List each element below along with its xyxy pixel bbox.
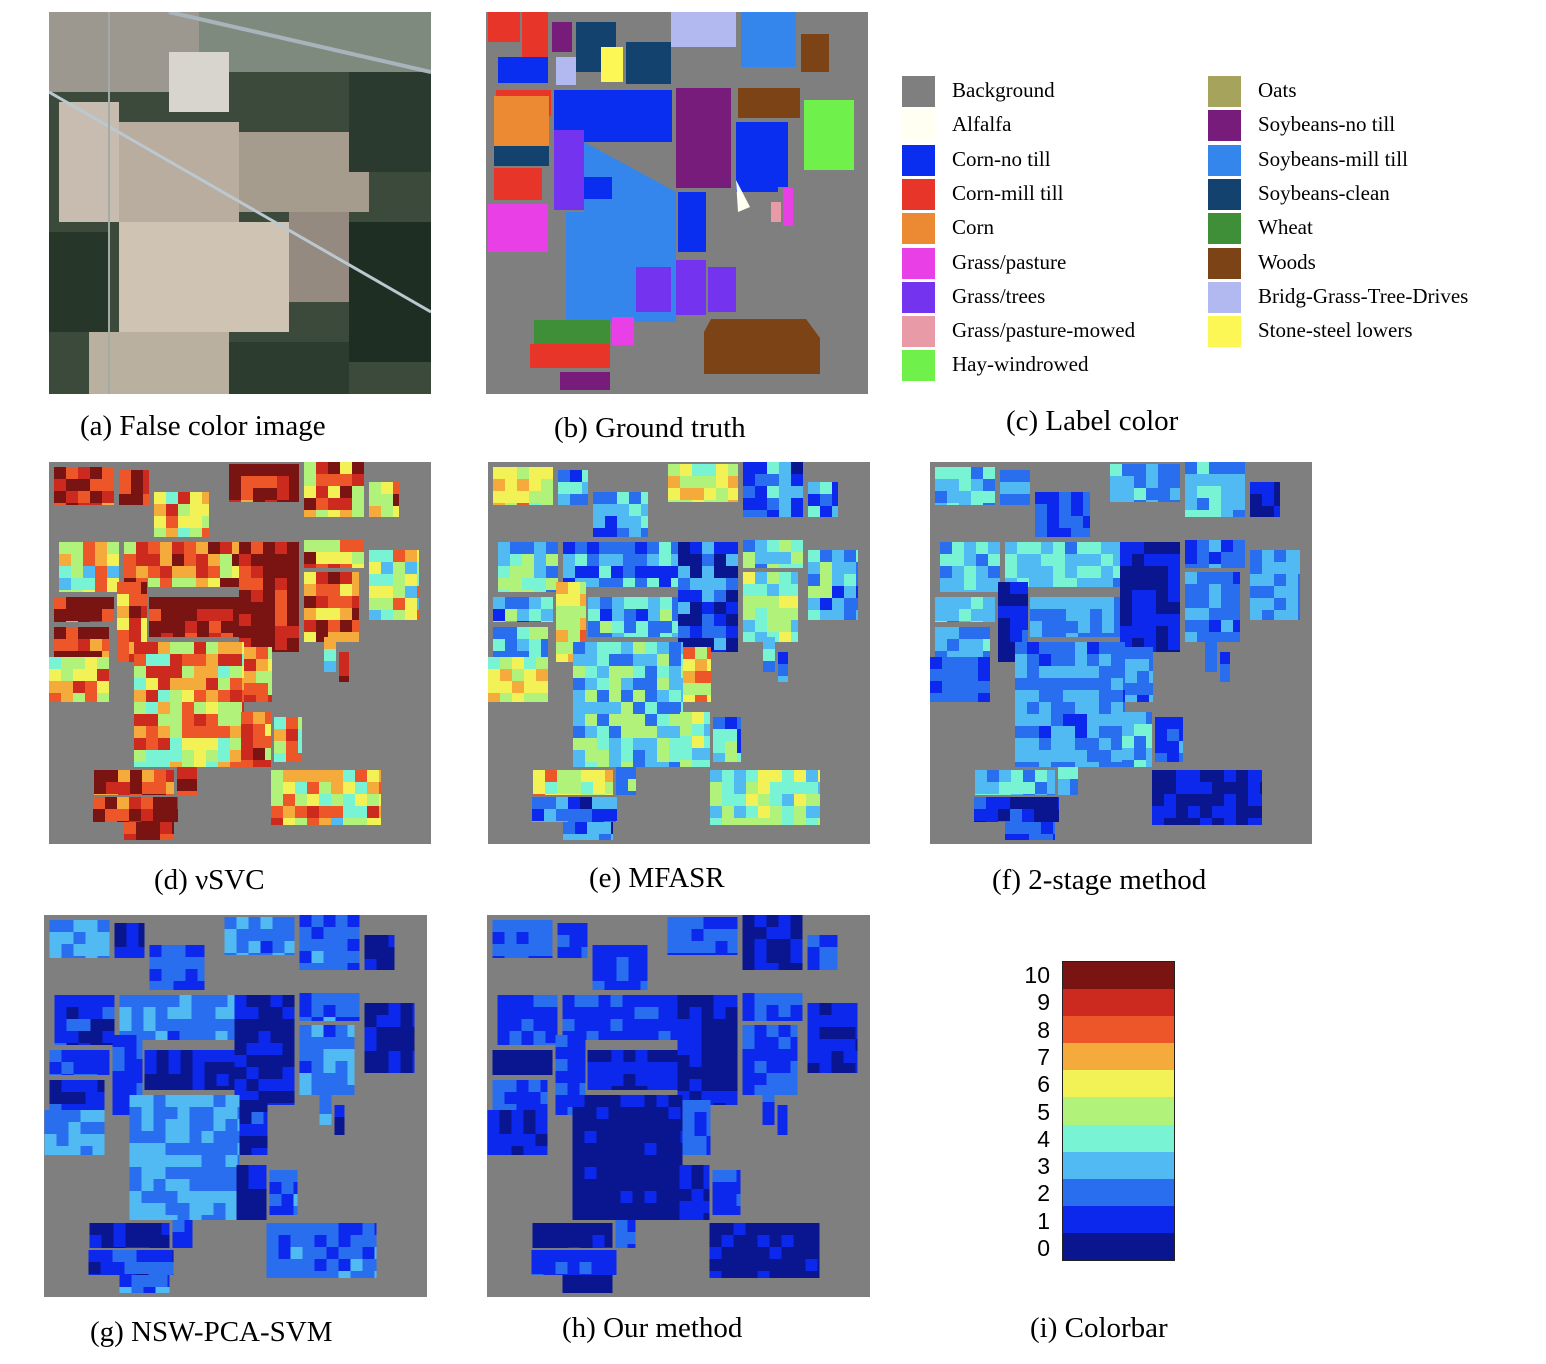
legend-label: Corn-no till (952, 146, 1051, 171)
vsvc-heatmap (49, 462, 431, 844)
caption-h: (h) Our method (562, 1312, 743, 1344)
colorbar-tick-label: 4 (1037, 1125, 1050, 1152)
colorbar-tick-label: 9 (1037, 989, 1050, 1016)
colorbar-segment (1063, 1232, 1174, 1261)
caption-f: (f) 2-stage method (992, 864, 1207, 896)
legend-label: Oats (1258, 78, 1297, 102)
colorbar-segment (1063, 1097, 1174, 1126)
legend-label: Soybeans-no till (1258, 112, 1396, 137)
legend-label: Soybeans-clean (1258, 180, 1390, 205)
caption-a: (a) False color image (80, 410, 326, 442)
legend-swatch (1208, 247, 1241, 279)
colorbar-segment (1063, 1070, 1174, 1098)
legend-swatch (1208, 76, 1241, 107)
legend-swatch (902, 316, 935, 348)
legend-label: Bridg-Grass-Tree-Drives (1258, 283, 1469, 308)
mfasr-heatmap (488, 462, 870, 844)
colorbar-segment (1063, 1205, 1174, 1234)
legend-label: Alfalfa (952, 112, 1012, 137)
legend-label: Grass/pasture-mowed (952, 318, 1136, 343)
caption-e: (e) MFASR (589, 862, 725, 894)
colorbar-segment (1063, 1016, 1174, 1044)
our-method-heatmap (487, 915, 870, 1297)
legend-label: Grass/pasture (952, 249, 1067, 274)
colorbar-tick-label: 8 (1037, 1016, 1050, 1043)
legend-swatch (902, 350, 935, 382)
caption-c: (c) Label color (1006, 405, 1179, 437)
legend-swatch (1208, 178, 1241, 210)
legend-swatch (902, 281, 935, 313)
colorbar-tick-label: 7 (1037, 1043, 1050, 1070)
legend-swatch (1208, 110, 1241, 142)
colorbar-tick-label: 10 (1024, 962, 1050, 988)
caption-g: (g) NSW-PCA-SVM (90, 1316, 333, 1348)
colorbar-segment (1063, 1151, 1174, 1180)
colorbar (1062, 961, 1175, 1261)
legend-label: Wheat (1258, 215, 1313, 240)
legend-label: Corn (952, 215, 994, 240)
legend-swatch (902, 144, 935, 176)
two-stage-heatmap (930, 462, 1312, 844)
nsw-pca-svm-heatmap (44, 915, 427, 1297)
legend-label: Stone-steel lowers (1258, 318, 1413, 343)
colorbar-tick-label: 1 (1037, 1207, 1050, 1234)
legend-swatch (902, 247, 935, 279)
legend-swatch (1208, 316, 1241, 348)
colorbar-tick-label: 3 (1037, 1153, 1050, 1180)
legend-swatch (1208, 281, 1241, 313)
legend-label: Background (952, 78, 1055, 102)
legend-label: Grass/trees (952, 283, 1046, 308)
legend-swatch (902, 110, 935, 142)
legend-label: Woods (1258, 249, 1316, 274)
ground-truth-map (486, 12, 868, 394)
colorbar-tick-label: 0 (1037, 1235, 1050, 1261)
legend-label: Corn-mill till (952, 180, 1064, 205)
false-color-image (49, 12, 431, 394)
colorbar-segment (1063, 1043, 1174, 1071)
caption-d: (d) νSVC (154, 864, 265, 896)
caption-b: (b) Ground truth (554, 412, 746, 444)
caption-i: (i) Colorbar (1030, 1312, 1168, 1344)
colorbar-segment (1063, 1178, 1174, 1207)
colorbar-segment (1063, 1124, 1174, 1153)
legend-swatch (902, 178, 935, 210)
colorbar-tick-label: 5 (1037, 1098, 1050, 1125)
colorbar-tick-label: 6 (1037, 1071, 1050, 1098)
legend-swatch (902, 76, 935, 107)
legend-label: Soybeans-mill till (1258, 146, 1408, 171)
colorbar-tick-label: 2 (1037, 1180, 1050, 1207)
colorbar-segment (1063, 989, 1174, 1017)
legend-label: Hay-windrowed (952, 352, 1089, 377)
legend-swatch (1208, 144, 1241, 176)
colorbar-segment (1063, 962, 1174, 990)
legend-swatch (1208, 213, 1241, 245)
legend-swatch (902, 213, 935, 245)
